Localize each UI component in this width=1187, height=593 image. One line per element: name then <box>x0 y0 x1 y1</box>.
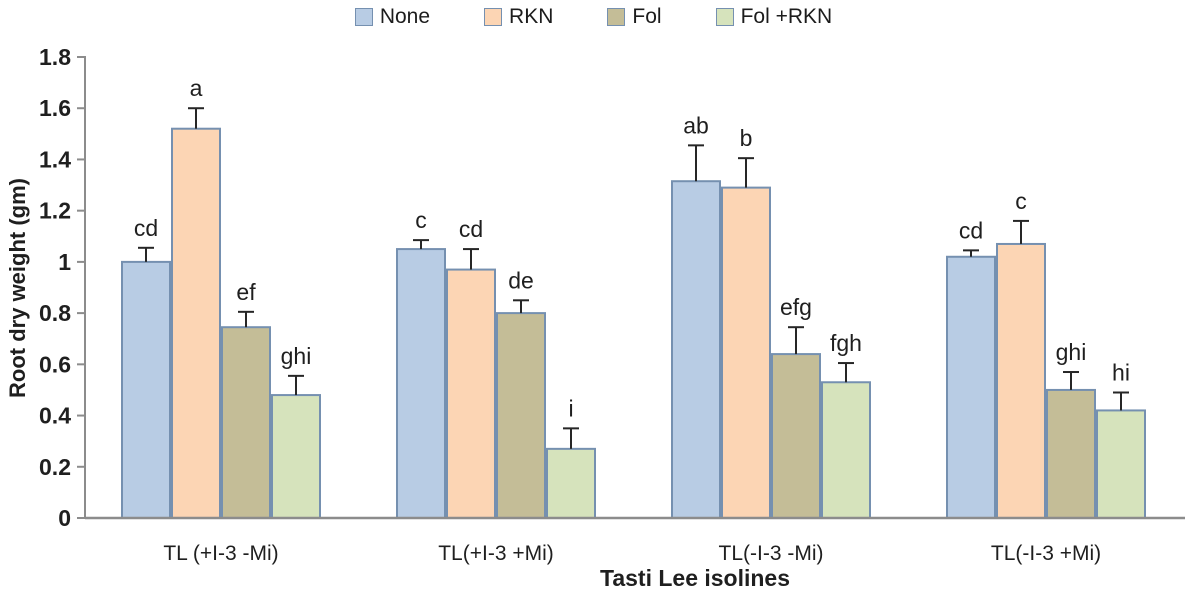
legend-swatch-icon <box>354 8 373 26</box>
sig-letter: ab <box>683 112 709 138</box>
sig-letter: fgh <box>830 330 862 356</box>
bar <box>1046 388 1096 520</box>
x-category-label: TL (+I-3 -Mi) <box>163 542 278 565</box>
legend-item: Fol <box>607 5 662 29</box>
sig-letter: cd <box>959 217 983 243</box>
legend-item: RKN <box>484 5 553 29</box>
bar <box>171 127 221 519</box>
sig-letter: ghi <box>281 343 312 369</box>
sig-letter: b <box>740 125 753 151</box>
bar <box>671 180 721 519</box>
y-tick-label: 1.2 <box>39 198 71 224</box>
bar <box>996 242 1046 519</box>
x-axis-title: Tasti Lee isolines <box>600 565 790 591</box>
y-tick-label: 0.4 <box>39 403 71 429</box>
sig-letter: i <box>568 395 573 421</box>
bar <box>396 248 446 519</box>
sig-letter: hi <box>1112 360 1130 386</box>
legend-label: None <box>379 5 431 28</box>
sig-letter: ghi <box>1056 339 1087 365</box>
bar <box>771 353 821 520</box>
sig-letter: c <box>1015 188 1027 214</box>
legend-swatch-icon <box>607 8 626 26</box>
y-tick-label: 1.4 <box>39 146 71 172</box>
legend-item: None <box>354 5 431 29</box>
bar <box>121 260 171 519</box>
legend-label: Fol <box>632 5 662 28</box>
legend-item: Fol +RKN <box>715 5 833 29</box>
chart-legend: None RKN Fol Fol +RKN <box>0 2 1187 32</box>
x-category-label: TL(-I-3 -Mi) <box>719 542 824 565</box>
legend-label: Fol +RKN <box>740 5 833 28</box>
y-axis-title: Root dry weight (gm) <box>5 178 30 398</box>
bar <box>446 268 496 520</box>
legend-label: RKN <box>509 5 554 28</box>
y-tick-label: 1.8 <box>39 44 71 70</box>
y-tick-label: 0.2 <box>39 454 71 480</box>
sig-letter: efg <box>780 294 812 320</box>
y-tick-label: 1 <box>58 249 71 275</box>
sig-letter: a <box>190 75 203 101</box>
y-tick-label: 0 <box>58 505 71 531</box>
bar <box>1096 409 1146 519</box>
y-tick-label: 1.6 <box>39 95 71 121</box>
bar <box>946 255 996 519</box>
bar <box>721 186 771 519</box>
bar <box>221 326 271 520</box>
x-category-label: TL(+I-3 +Mi) <box>438 542 554 565</box>
bar <box>821 381 871 519</box>
bar <box>496 312 546 519</box>
sig-letter: de <box>508 267 534 293</box>
sig-letter: cd <box>134 215 158 241</box>
sig-letter: cd <box>459 216 483 242</box>
legend-swatch-icon <box>715 8 734 26</box>
bar <box>271 394 321 520</box>
x-category-label: TL(-I-3 +Mi) <box>991 542 1101 565</box>
y-tick-label: 0.8 <box>39 300 71 326</box>
y-tick-label: 0.6 <box>39 351 71 377</box>
bar <box>546 447 596 520</box>
legend-swatch-icon <box>484 8 503 26</box>
sig-letter: c <box>415 207 427 233</box>
sig-letter: ef <box>236 279 256 305</box>
